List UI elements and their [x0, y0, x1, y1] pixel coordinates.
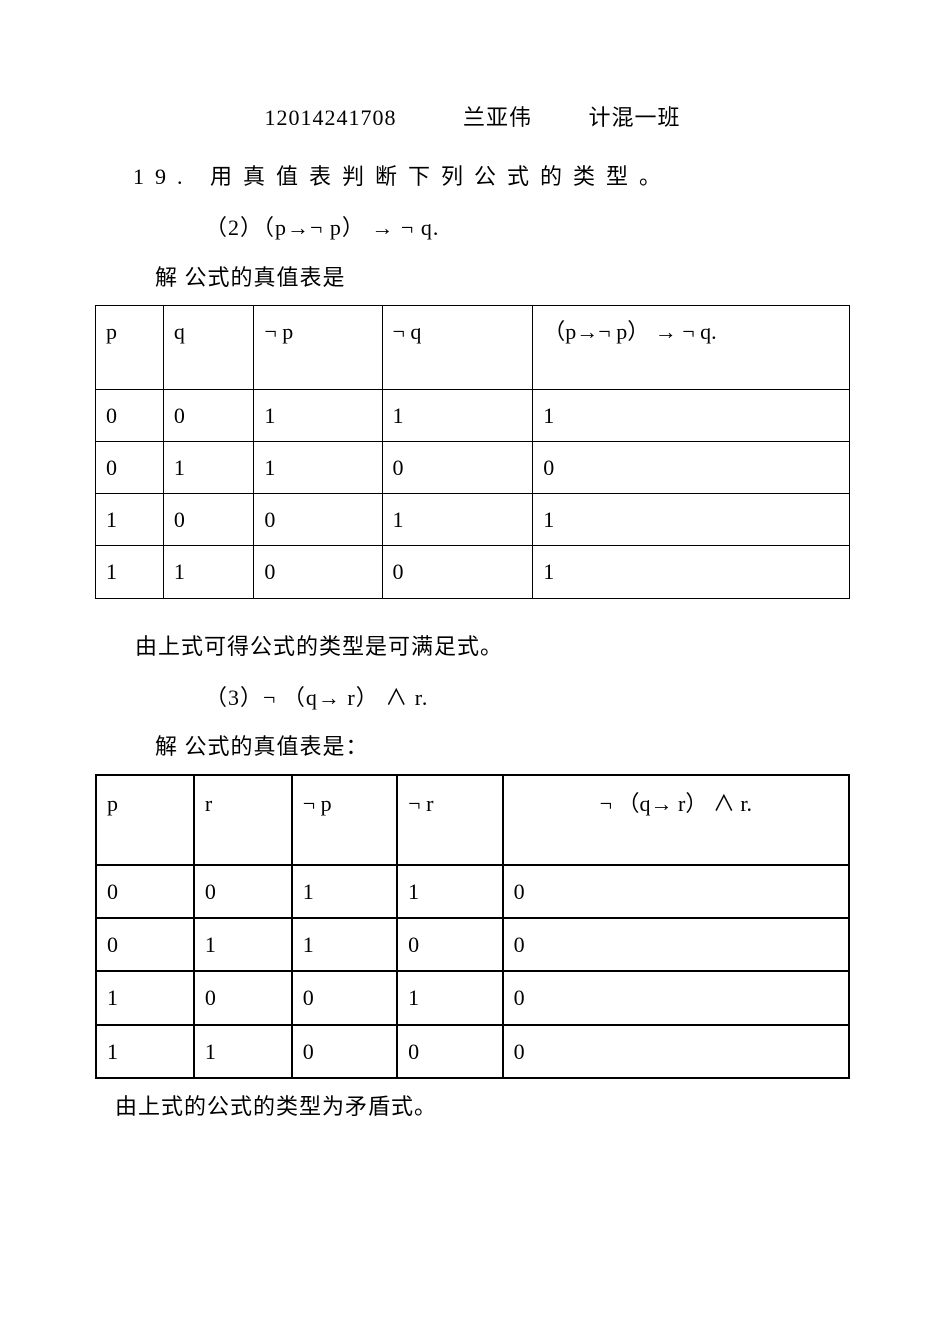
table-row: 0 0 1 1 1 [96, 389, 850, 441]
table-cell: 1 [397, 971, 502, 1024]
table-header-cell: ¬ p [292, 775, 397, 865]
part1-formula: （p→¬ p） → ¬ q. [263, 215, 439, 240]
table-cell: 0 [292, 971, 397, 1024]
table-cell: 0 [163, 494, 253, 546]
table-cell: 1 [96, 494, 164, 546]
table-row: 1 1 0 0 0 [96, 1025, 849, 1078]
table-cell: 0 [503, 1025, 849, 1078]
student-class: 计混一班 [589, 105, 681, 130]
table-cell: 0 [397, 1025, 502, 1078]
table-cell: 0 [254, 494, 382, 546]
part2-formula: ¬ （q→ r） ∧ r. [263, 685, 428, 710]
table-cell: 1 [533, 546, 850, 598]
truth-table-1: p q ¬ p ¬ q （p→¬ p） → ¬ q. 0 0 1 1 1 0 1… [95, 305, 850, 599]
table-cell: 1 [254, 441, 382, 493]
part1-answer-prefix: 解 公式的真值表是 [95, 260, 850, 295]
table-header-cell: ¬ （q→ r） ∧ r. [503, 775, 849, 865]
table-row: 1 1 0 0 1 [96, 546, 850, 598]
part1-conclusion: 由上式可得公式的类型是可满足式。 [95, 629, 850, 664]
table-cell: 1 [533, 494, 850, 546]
part2-label: （3） [205, 685, 263, 710]
table-cell: 0 [382, 546, 533, 598]
student-name: 兰亚伟 [463, 105, 532, 130]
table-cell: 0 [194, 865, 292, 918]
table-cell: 1 [194, 918, 292, 971]
table-cell: 0 [163, 389, 253, 441]
table-cell: 1 [96, 971, 194, 1024]
table-cell: 1 [96, 1025, 194, 1078]
question-title: 19. 用真值表判断下列公式的类型。 [95, 159, 850, 194]
table-header-cell: q [163, 305, 253, 389]
table-cell: 0 [533, 441, 850, 493]
table-header-row: p r ¬ p ¬ r ¬ （q→ r） ∧ r. [96, 775, 849, 865]
part1-formula-line: （2）（p→¬ p） → ¬ q. [95, 210, 850, 245]
part1-label: （2） [205, 215, 263, 240]
table-cell: 1 [382, 494, 533, 546]
table-row: 0 1 1 0 0 [96, 918, 849, 971]
table-cell: 1 [382, 389, 533, 441]
table-cell: 0 [503, 918, 849, 971]
part2-formula-line: （3）¬ （q→ r） ∧ r. [95, 680, 850, 715]
table-row: 1 0 0 1 0 [96, 971, 849, 1024]
table-cell: 1 [194, 1025, 292, 1078]
table-cell: 0 [397, 918, 502, 971]
student-id: 12014241708 [264, 105, 396, 130]
table-cell: 0 [194, 971, 292, 1024]
table-cell: 1 [163, 441, 253, 493]
part2-answer-prefix: 解 公式的真值表是： [95, 729, 850, 764]
table-cell: 1 [533, 389, 850, 441]
table-header-cell: p [96, 775, 194, 865]
table-cell: 0 [96, 865, 194, 918]
header-line: 12014241708 兰亚伟 计混一班 [95, 100, 850, 135]
table-cell: 0 [254, 546, 382, 598]
table-header-cell: （p→¬ p） → ¬ q. [533, 305, 850, 389]
table-cell: 0 [292, 1025, 397, 1078]
table-row: 0 1 1 0 0 [96, 441, 850, 493]
table-cell: 1 [292, 865, 397, 918]
table-cell: 1 [254, 389, 382, 441]
table-header-row: p q ¬ p ¬ q （p→¬ p） → ¬ q. [96, 305, 850, 389]
table-cell: 0 [96, 441, 164, 493]
question-text: 用真值表判断下列公式的类型。 [210, 164, 672, 189]
table-header-cell: ¬ p [254, 305, 382, 389]
table-cell: 0 [382, 441, 533, 493]
table-cell: 1 [96, 546, 164, 598]
table-row: 1 0 0 1 1 [96, 494, 850, 546]
table-cell: 1 [397, 865, 502, 918]
table-header-cell: p [96, 305, 164, 389]
table-cell: 1 [292, 918, 397, 971]
table-cell: 0 [503, 865, 849, 918]
truth-table-2: p r ¬ p ¬ r ¬ （q→ r） ∧ r. 0 0 1 1 0 0 1 … [95, 774, 850, 1079]
table-header-cell: ¬ q [382, 305, 533, 389]
table-header-cell: r [194, 775, 292, 865]
table-row: 0 0 1 1 0 [96, 865, 849, 918]
table-cell: 0 [503, 971, 849, 1024]
part2-conclusion: 由上式的公式的类型为矛盾式。 [95, 1089, 850, 1124]
table-header-cell: ¬ r [397, 775, 502, 865]
question-number: 19. [133, 164, 194, 189]
table-cell: 0 [96, 918, 194, 971]
table-cell: 1 [163, 546, 253, 598]
table-cell: 0 [96, 389, 164, 441]
